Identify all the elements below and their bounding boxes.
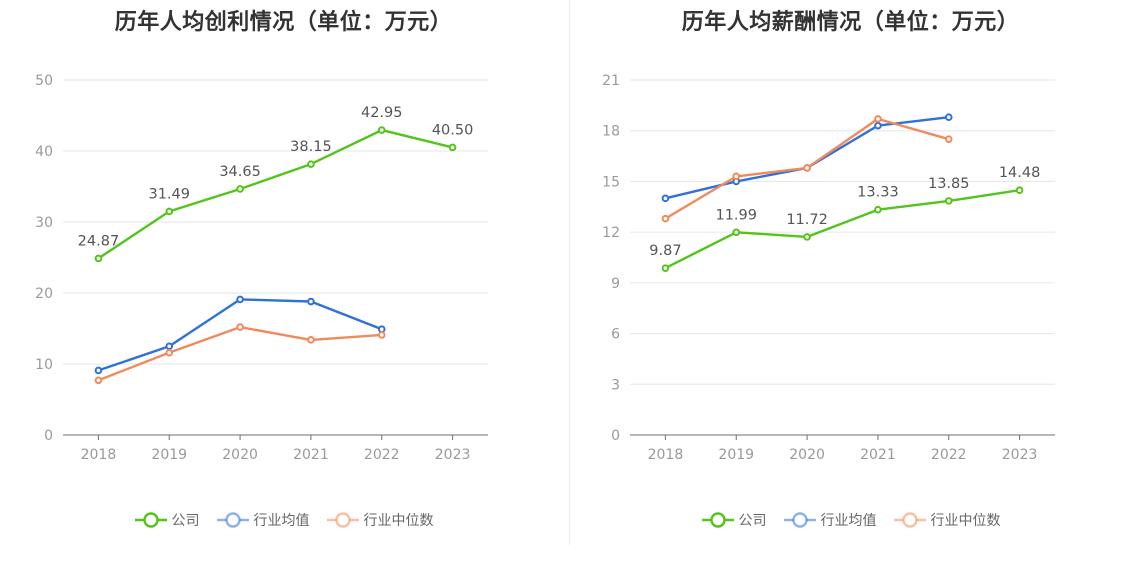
x-tick-label: 2021	[860, 447, 896, 463]
panel-divider	[569, 0, 570, 545]
y-tick-label: 30	[35, 215, 53, 231]
data-point[interactable]	[307, 160, 315, 168]
data-point[interactable]	[874, 115, 882, 123]
y-tick-label: 40	[35, 144, 53, 160]
plot-area: 0 10 20 30 40 50 2018 2019 2020 2021 2022 2023 24.87…	[35, 73, 488, 463]
y-tick-label: 6	[611, 327, 620, 343]
data-label: 13.33	[857, 185, 899, 201]
chart-title: 历年人均创利情况（单位：万元）	[114, 10, 453, 35]
y-tick-label: 15	[602, 174, 620, 190]
y-tick-label: 21	[602, 73, 620, 89]
data-point[interactable]	[165, 348, 174, 357]
y-tick-label: 20	[35, 286, 53, 302]
legend-item[interactable]: 行业均值	[783, 510, 877, 530]
y-tick-label: 12	[602, 225, 620, 241]
y-tick-label: 3	[611, 377, 620, 393]
plot-area: 0 3 6 9 12 15 18 21 2018 2019 2020 2021 2022 2023 9.87…	[602, 73, 1055, 463]
data-point[interactable]	[732, 172, 741, 181]
legend-label: 公司	[171, 513, 200, 529]
data-label: 38.15	[290, 139, 332, 155]
series-line	[98, 298, 383, 372]
legend-line-circle-icon	[326, 512, 359, 528]
data-label: 40.50	[432, 122, 474, 138]
series-line	[97, 128, 453, 260]
x-tick-label: 2019	[151, 447, 187, 463]
data-label: 11.99	[715, 207, 757, 223]
data-point[interactable]	[944, 197, 953, 205]
data-point[interactable]	[874, 121, 882, 130]
x-tick-label: 2018	[81, 447, 117, 463]
data-point[interactable]	[661, 214, 670, 223]
data-point[interactable]	[448, 143, 457, 152]
x-tick-label: 2022	[364, 447, 400, 463]
y-tick-label: 50	[35, 73, 53, 89]
data-label: 9.87	[649, 243, 681, 259]
legend-item[interactable]: 公司	[701, 510, 767, 530]
data-point[interactable]	[94, 366, 103, 375]
data-point[interactable]	[944, 135, 953, 143]
series-line	[97, 325, 382, 382]
data-point[interactable]	[661, 194, 670, 203]
y-tick-label: 9	[611, 276, 620, 292]
x-tick-label: 2023	[1002, 447, 1038, 463]
legend-line-circle-icon	[134, 512, 167, 528]
data-label: 34.65	[219, 164, 261, 180]
data-point[interactable]	[377, 331, 386, 339]
x-tick-label: 2018	[648, 447, 684, 463]
y-tick-label: 0	[611, 428, 620, 444]
legend-line-circle-icon	[893, 512, 926, 528]
legend: 公司 行业均值 行业中位数	[567, 510, 1134, 530]
legend-label: 行业均值	[820, 513, 877, 529]
data-label: 31.49	[148, 186, 190, 202]
data-point[interactable]	[944, 113, 953, 121]
legend-item[interactable]: 行业均值	[216, 510, 310, 530]
data-point[interactable]	[236, 323, 244, 331]
legend-label: 公司	[738, 513, 767, 529]
data-point[interactable]	[307, 336, 315, 344]
data-label: 13.85	[928, 176, 970, 192]
x-tick-label: 2020	[222, 447, 258, 463]
data-point[interactable]	[165, 207, 174, 216]
data-point[interactable]	[236, 185, 244, 193]
data-label: 11.72	[786, 212, 828, 228]
data-point[interactable]	[803, 164, 811, 172]
data-point[interactable]	[377, 126, 386, 134]
legend-item[interactable]: 行业中位数	[893, 510, 1001, 530]
x-tick-label: 2022	[931, 447, 967, 463]
data-point[interactable]	[661, 264, 670, 272]
legend-label: 行业均值	[253, 513, 310, 529]
data-point[interactable]	[165, 342, 174, 351]
x-tick-label: 2019	[718, 447, 754, 463]
data-point[interactable]	[732, 228, 741, 237]
data-point[interactable]	[803, 233, 811, 241]
series-line	[664, 189, 1020, 270]
legend-line-circle-icon	[783, 512, 816, 528]
data-point[interactable]	[236, 295, 244, 304]
x-tick-label: 2020	[789, 447, 825, 463]
x-tick-label: 2021	[293, 447, 329, 463]
data-point[interactable]	[874, 205, 882, 214]
y-tick-label: 0	[44, 428, 53, 444]
data-point[interactable]	[94, 376, 103, 385]
legend: 公司 行业均值 行业中位数	[0, 510, 567, 530]
legend-label: 行业中位数	[930, 513, 1001, 529]
x-tick-label: 2023	[435, 447, 471, 463]
legend-line-circle-icon	[701, 512, 734, 528]
data-label: 42.95	[361, 105, 403, 121]
legend-label: 行业中位数	[363, 513, 434, 529]
chart-title: 历年人均薪酬情况（单位：万元）	[681, 10, 1020, 35]
y-tick-label: 10	[35, 357, 53, 373]
data-point[interactable]	[307, 297, 315, 306]
legend-line-circle-icon	[216, 512, 249, 528]
legend-item[interactable]: 公司	[134, 510, 200, 530]
series-line	[665, 116, 949, 200]
y-tick-label: 18	[602, 124, 620, 140]
salary-per-capita-chart: 历年人均薪酬情况（单位：万元） 0 3 6 9 12 15 18 21 2018 2019 2020…	[567, 0, 1134, 582]
data-label: 14.48	[999, 165, 1041, 181]
data-point[interactable]	[94, 254, 103, 263]
profit-per-capita-chart: 历年人均创利情况（单位：万元） 0 10 20 30 40 50 2018 2019 2020 2…	[0, 10, 567, 530]
legend-item[interactable]: 行业中位数	[326, 510, 434, 530]
data-point[interactable]	[1015, 186, 1024, 195]
data-label: 24.87	[78, 233, 120, 249]
